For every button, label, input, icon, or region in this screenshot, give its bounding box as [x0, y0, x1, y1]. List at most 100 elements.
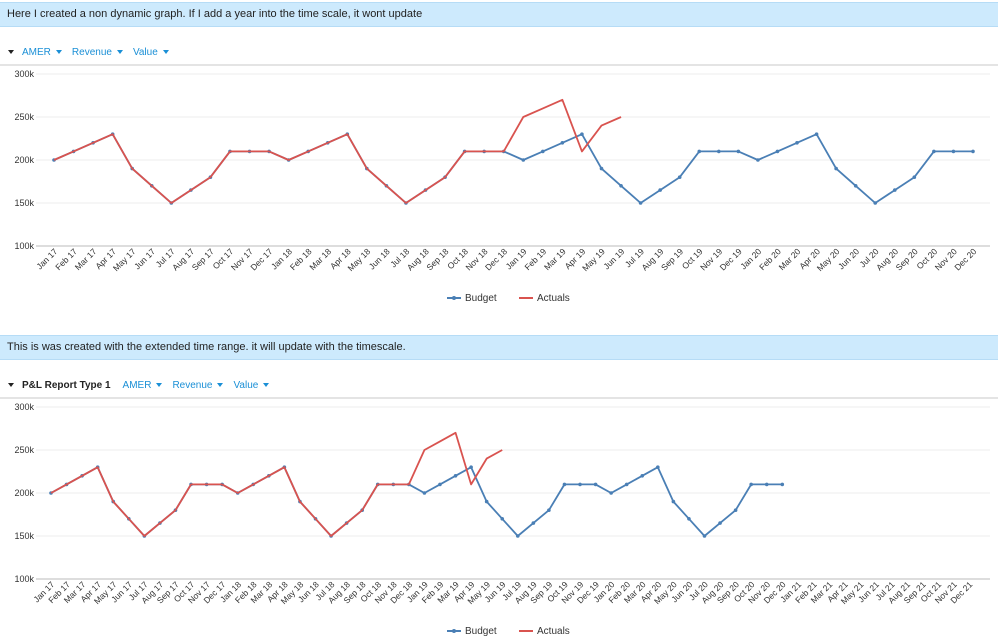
data-point-budget	[640, 474, 645, 478]
data-point-budget	[541, 149, 545, 154]
x-tick-label: Jun 19	[601, 246, 626, 271]
report-title: P&L Report Type 1	[22, 379, 111, 391]
legend-label-budget: Budget	[465, 293, 497, 304]
data-point-budget	[438, 482, 442, 487]
x-tick-label: Sep 19	[659, 246, 685, 272]
data-point-budget	[638, 201, 643, 205]
data-point-budget	[656, 465, 660, 469]
data-point-budget	[912, 175, 917, 179]
legend-label-budget: Budget	[465, 626, 497, 637]
data-point-budget	[580, 132, 584, 136]
x-tick-label: Mar 20	[777, 246, 803, 272]
data-point-budget	[951, 149, 956, 154]
data-point-budget	[547, 508, 551, 512]
filter-measure-label: Value	[233, 379, 259, 391]
data-point-budget	[624, 482, 629, 487]
x-tick-label: May 17	[111, 246, 138, 273]
data-point-budget	[500, 517, 505, 521]
data-point-budget	[422, 491, 427, 495]
data-point-budget	[560, 141, 565, 145]
data-point-budget	[932, 149, 936, 154]
x-tick-label: May 18	[345, 246, 372, 273]
y-tick-label: 200k	[14, 155, 34, 165]
data-point-budget	[609, 491, 613, 495]
filter-measure-label: Value	[132, 46, 158, 58]
data-point-budget	[521, 158, 526, 162]
y-tick-label: 100k	[14, 574, 34, 584]
filter-measure-dropdown[interactable]: Value	[233, 379, 270, 391]
x-tick-label: Jun 20	[836, 246, 861, 271]
series-line-actuals	[53, 98, 622, 204]
filter-account-dropdown[interactable]: Revenue	[72, 47, 123, 58]
info-banner-bottom-text: This is was created with the extended ti…	[7, 341, 406, 353]
x-tick-label: Mar 18	[307, 246, 333, 272]
collapse-icon[interactable]	[8, 50, 14, 54]
y-tick-label: 300k	[14, 69, 34, 79]
chevron-down-icon	[217, 383, 224, 387]
x-tick-label: Sep 18	[424, 246, 450, 272]
data-point-budget	[834, 166, 838, 171]
chart1-toolbar: AMER Revenue Value	[0, 43, 998, 61]
data-point-budget	[531, 521, 536, 525]
data-point-budget	[619, 184, 623, 188]
x-tick-label: Mar 17	[73, 246, 99, 272]
data-point-budget	[736, 149, 741, 154]
info-banner-top: Here I created a non dynamic graph. If I…	[0, 2, 998, 27]
y-tick-label: 250k	[14, 112, 34, 122]
filter-account-dropdown[interactable]: Revenue	[172, 379, 224, 391]
data-point-budget	[764, 482, 769, 487]
data-point-budget	[677, 175, 682, 179]
x-tick-label: Mar 19	[542, 246, 568, 272]
x-tick-label: Dec 18	[483, 246, 509, 272]
x-tick-label: Jun 17	[132, 246, 157, 271]
data-point-budget	[780, 482, 785, 487]
chevron-down-icon	[116, 50, 123, 54]
legend-label-actuals: Actuals	[537, 626, 570, 637]
data-point-budget	[687, 517, 691, 521]
info-banner-bottom: This is was created with the extended ti…	[0, 335, 998, 360]
data-point-budget	[697, 149, 702, 154]
data-point-budget	[599, 166, 604, 171]
data-point-budget	[671, 499, 676, 504]
data-point-budget	[971, 149, 975, 154]
data-point-budget	[578, 482, 582, 487]
filter-region-dropdown[interactable]: AMER	[22, 47, 62, 58]
data-point-budget	[814, 132, 819, 136]
legend-marker-budget	[452, 296, 456, 300]
filter-account-label: Revenue	[71, 46, 112, 58]
y-tick-label: 150k	[14, 198, 34, 208]
x-tick-label: Dec 17	[248, 246, 274, 272]
chart2-toolbar: P&L Report Type 1 AMER Revenue Value	[0, 376, 998, 394]
data-point-budget	[593, 482, 598, 487]
data-point-budget	[562, 482, 567, 487]
data-point-budget	[795, 141, 799, 145]
data-point-budget	[873, 201, 878, 205]
data-point-budget	[484, 499, 489, 504]
legend-marker-budget	[452, 629, 456, 633]
data-point-budget	[749, 482, 753, 487]
x-tick-label: Sep 17	[190, 246, 216, 272]
data-point-budget	[718, 521, 722, 525]
x-tick-label: May 19	[580, 246, 607, 273]
data-point-budget	[756, 158, 760, 162]
data-point-budget	[775, 149, 780, 154]
collapse-icon[interactable]	[8, 383, 14, 387]
x-tick-label: Sep 20	[894, 246, 920, 272]
data-point-budget	[702, 534, 707, 538]
chevron-down-icon	[55, 50, 62, 54]
y-tick-label: 150k	[14, 531, 34, 541]
data-point-budget	[453, 474, 458, 478]
chevron-down-icon	[156, 383, 163, 387]
filter-measure-dropdown[interactable]: Value	[133, 47, 169, 58]
data-point-budget	[658, 188, 662, 192]
series-line-actuals	[50, 431, 503, 537]
filter-region-label: AMER	[122, 379, 152, 391]
y-tick-label: 200k	[14, 488, 34, 498]
filter-region-label: AMER	[22, 46, 51, 58]
x-tick-label: Jun 18	[367, 246, 392, 271]
x-tick-label: Dec 20	[952, 246, 978, 272]
filter-account-label: Revenue	[172, 379, 213, 391]
info-banner-top-text: Here I created a non dynamic graph. If I…	[7, 8, 423, 20]
filter-region-dropdown[interactable]: AMER	[123, 380, 163, 391]
